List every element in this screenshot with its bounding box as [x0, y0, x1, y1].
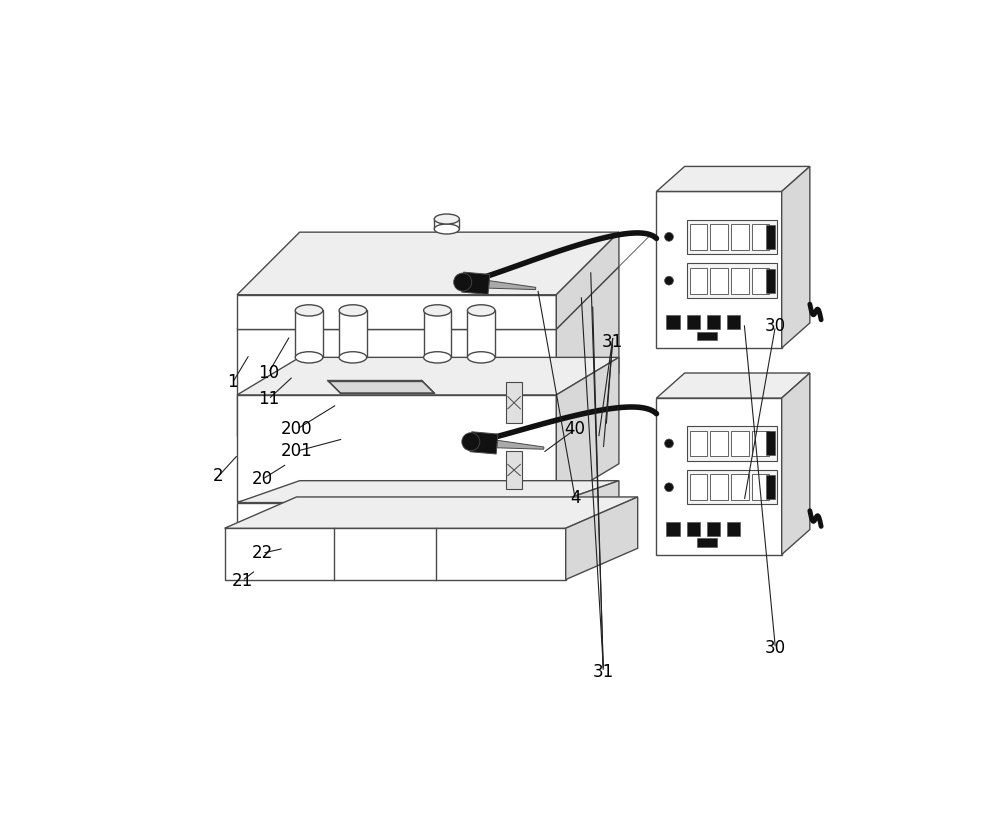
Bar [697, 538, 717, 546]
Polygon shape [462, 272, 490, 294]
Polygon shape [424, 311, 451, 358]
Bar [687, 220, 777, 254]
Bar [752, 267, 769, 293]
Bar [727, 315, 740, 329]
Ellipse shape [339, 352, 367, 363]
Bar [697, 332, 717, 340]
Bar [707, 522, 720, 536]
Polygon shape [225, 497, 638, 528]
Polygon shape [328, 380, 434, 393]
Polygon shape [295, 311, 323, 358]
Polygon shape [434, 219, 459, 229]
Bar [687, 522, 700, 536]
Polygon shape [566, 497, 638, 580]
Text: 40: 40 [565, 420, 586, 438]
Polygon shape [237, 267, 619, 329]
Bar [731, 474, 749, 500]
Bar [506, 382, 522, 423]
Polygon shape [237, 233, 619, 295]
Ellipse shape [295, 352, 323, 363]
Polygon shape [237, 502, 556, 526]
Bar [690, 474, 707, 500]
Bar [766, 432, 775, 455]
Polygon shape [237, 480, 619, 502]
Text: 21: 21 [231, 572, 253, 590]
Bar [752, 431, 769, 456]
Text: 4: 4 [570, 489, 580, 507]
Bar [731, 267, 749, 293]
Polygon shape [489, 280, 536, 289]
Polygon shape [497, 441, 544, 450]
Polygon shape [656, 192, 782, 348]
Bar [690, 431, 707, 456]
Ellipse shape [467, 352, 495, 363]
Circle shape [462, 433, 480, 450]
Text: 30: 30 [765, 317, 786, 335]
Bar [690, 267, 707, 293]
Bar [731, 431, 749, 456]
Bar [752, 474, 769, 500]
Bar [710, 474, 728, 500]
Bar [687, 315, 700, 329]
Ellipse shape [467, 305, 495, 316]
Circle shape [665, 276, 673, 285]
Bar [506, 451, 522, 489]
Ellipse shape [424, 352, 451, 363]
Ellipse shape [295, 305, 323, 316]
Polygon shape [556, 358, 619, 502]
Text: 30: 30 [765, 640, 786, 658]
Text: 201: 201 [281, 442, 312, 460]
Bar [710, 224, 728, 250]
Polygon shape [467, 311, 495, 358]
Polygon shape [237, 295, 556, 329]
Polygon shape [556, 267, 619, 436]
Bar [666, 522, 680, 536]
Polygon shape [556, 480, 619, 526]
Polygon shape [656, 398, 782, 554]
Ellipse shape [424, 305, 451, 316]
Text: 20: 20 [252, 471, 273, 489]
Bar [766, 225, 775, 249]
Polygon shape [470, 432, 498, 454]
Text: 1: 1 [227, 373, 238, 391]
Polygon shape [782, 373, 810, 554]
Polygon shape [339, 311, 367, 358]
Bar [707, 315, 720, 329]
Bar [727, 522, 740, 536]
Bar [766, 268, 775, 293]
Text: 10: 10 [258, 364, 279, 382]
Polygon shape [656, 167, 810, 192]
Polygon shape [556, 233, 619, 329]
Bar [666, 315, 680, 329]
Ellipse shape [339, 305, 367, 316]
Polygon shape [237, 395, 556, 502]
Bar [687, 470, 777, 504]
Bar [690, 224, 707, 250]
Text: 31: 31 [602, 333, 623, 350]
Circle shape [665, 233, 673, 241]
Text: 11: 11 [258, 390, 279, 408]
Text: 31: 31 [593, 663, 614, 681]
Ellipse shape [434, 214, 459, 224]
Polygon shape [656, 373, 810, 398]
Ellipse shape [434, 224, 459, 234]
Circle shape [665, 439, 673, 448]
Text: 200: 200 [281, 420, 312, 438]
Circle shape [454, 273, 472, 291]
Text: 2: 2 [213, 467, 224, 485]
Polygon shape [782, 167, 810, 348]
Polygon shape [225, 528, 566, 580]
Bar [731, 224, 749, 250]
Bar [752, 224, 769, 250]
Bar [710, 267, 728, 293]
Polygon shape [237, 358, 619, 395]
Bar [687, 426, 777, 461]
Text: 22: 22 [251, 544, 273, 563]
Polygon shape [237, 329, 556, 436]
Bar [710, 431, 728, 456]
Bar [687, 263, 777, 298]
Circle shape [665, 483, 673, 492]
Bar [766, 476, 775, 499]
